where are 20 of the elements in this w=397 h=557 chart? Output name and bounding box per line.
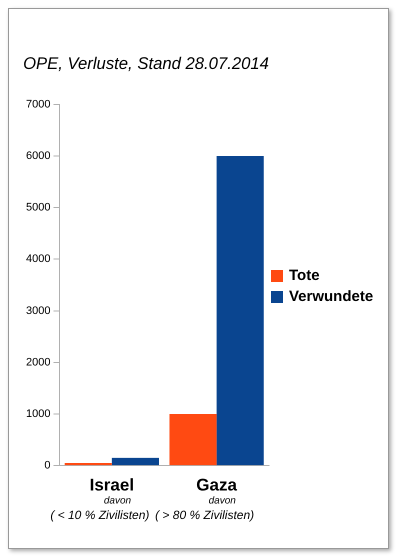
text: davon: [208, 495, 236, 506]
y-tick-label: 0: [44, 460, 50, 472]
bar: [112, 458, 159, 466]
text: davon: [104, 495, 132, 506]
y-tick-label: 3000: [26, 304, 50, 317]
x-tick-label: Gaza: [196, 475, 238, 494]
chart-title: OPE, Verluste, Stand 28.07.2014: [23, 54, 269, 73]
y-tick-label: 6000: [26, 150, 50, 162]
y-tick-label: 5000: [26, 202, 50, 214]
x-tick-label: Israel: [90, 475, 134, 494]
legend-label: Tote: [289, 267, 320, 284]
bar: [169, 414, 217, 466]
y-tick-label: 7000: [26, 98, 50, 110]
y-tick-label: 1000: [26, 408, 50, 420]
bar: [216, 156, 264, 466]
y-tick-label: 4000: [26, 253, 50, 266]
legend-label: Verwundete: [289, 288, 374, 305]
y-tick-label: 2000: [26, 356, 50, 368]
text: ( > 80 % Zivilisten): [155, 508, 254, 522]
text: ( < 10 % Zivilisten): [50, 508, 150, 522]
